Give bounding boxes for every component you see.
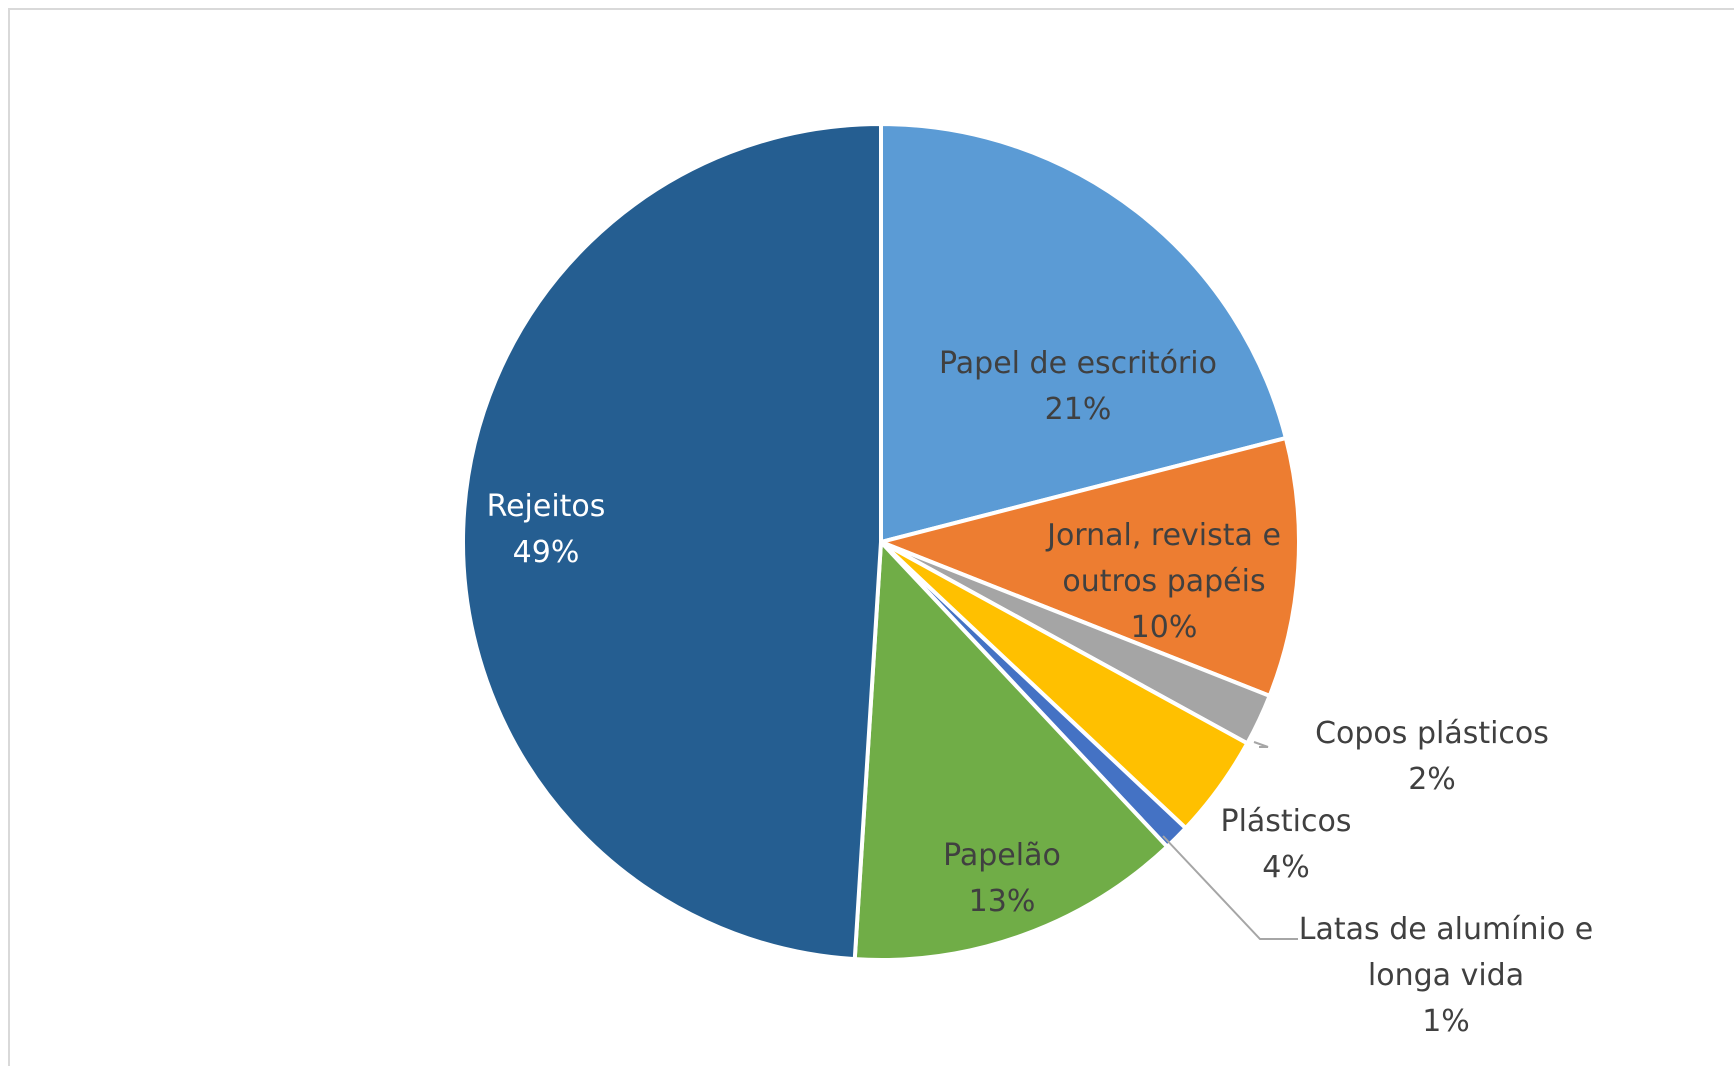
data-label-5-line-3: 1% (1422, 1004, 1470, 1039)
data-label-2: Jornal, revista e outros papéis 10% (1045, 518, 1281, 645)
data-label-5-line-1: Latas de alumínio e (1299, 912, 1593, 947)
pie-slice-7 (461, 122, 883, 962)
data-label-1: Papel de escritório 21% (939, 346, 1217, 427)
leader-line-5 (1162, 835, 1298, 940)
data-label-7: Rejeitos 49% (487, 489, 606, 570)
data-label-5: Latas de alumínio e longa vida 1% (1299, 912, 1593, 1039)
data-label-6-line-2: 13% (969, 884, 1036, 919)
data-label-2-line-2: outros papéis (1062, 564, 1265, 599)
data-label-1-line-2: 21% (1045, 392, 1112, 427)
pie-slice-1 (879, 122, 1288, 544)
data-label-2-line-1: Jornal, revista e (1045, 518, 1281, 553)
data-label-4: Plásticos 4% (1220, 804, 1351, 885)
data-label-1-line-1: Papel de escritório (939, 346, 1217, 381)
data-label-5-line-2: longa vida (1368, 958, 1524, 993)
data-label-6: Papelão 13% (943, 838, 1061, 919)
leader-line-3 (1253, 741, 1269, 748)
data-label-4-line-2: 4% (1262, 850, 1310, 885)
data-label-3-line-1: Copos plásticos (1315, 716, 1549, 751)
data-label-2-line-3: 10% (1131, 610, 1198, 645)
data-label-7-line-2: 49% (513, 535, 580, 570)
data-label-4-line-1: Plásticos (1220, 804, 1351, 839)
data-label-6-line-1: Papelão (943, 838, 1061, 873)
pie-slice-6 (852, 540, 1170, 962)
data-label-7-line-1: Rejeitos (487, 489, 606, 524)
pie-slice-2 (879, 436, 1301, 698)
data-label-3: Copos plásticos 2% (1315, 716, 1549, 797)
data-label-3-line-2: 2% (1408, 762, 1456, 797)
